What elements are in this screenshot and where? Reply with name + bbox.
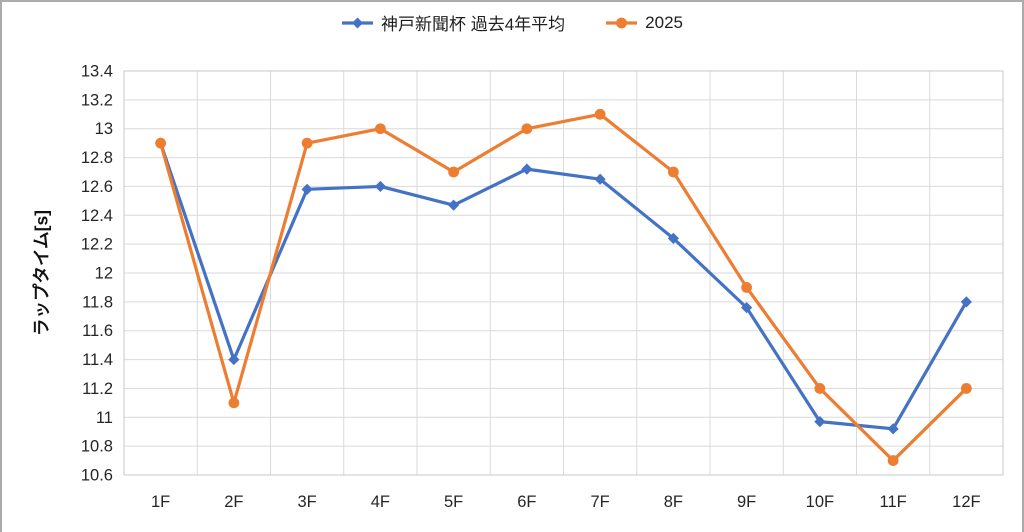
data-point-marker [814,383,826,394]
y-axis-tick-labels: 13.4 13.2 13 12.8 12.6 12.4 12.2 12 11.8 11.6 11.4… [81,63,113,485]
data-point-marker [374,180,386,193]
x-tick-label: 2F [224,493,243,511]
data-point-marker [374,123,386,135]
x-tick-label: 12F [952,493,980,511]
y-tick-label: 12.8 [81,149,113,167]
data-point-marker [667,166,679,178]
data-point-marker [448,166,460,178]
y-tick-label: 11.8 [82,293,113,311]
x-axis-tick-labels: 1F 2F 3F 4F 5F 6F 7F 8F 9F 10F 11F 12F [151,493,981,511]
data-point-marker [741,282,753,293]
data-point-marker [521,163,533,175]
y-tick-label: 11.2 [82,380,113,398]
x-tick-label: 9F [737,493,756,511]
y-tick-label: 13.4 [81,63,113,81]
data-point-marker [741,302,753,314]
y-tick-label: 12.2 [81,236,113,254]
data-point-marker [448,199,460,211]
data-point-marker [155,137,167,149]
y-tick-label: 12 [95,265,113,283]
data-point-marker [960,296,972,308]
series-line [159,112,968,463]
data-point-marker [594,173,606,185]
y-tick-label: 11.6 [82,322,113,340]
plot-border [123,70,1004,476]
x-tick-label: 1F [151,493,170,511]
gridlines [123,70,1004,476]
y-tick-label: 13 [95,120,113,138]
data-point-marker [228,397,240,409]
data-point-marker [301,137,313,149]
y-tick-label: 13.2 [81,91,113,109]
y-tick-label: 12.6 [81,178,113,196]
data-point-marker [301,183,313,195]
y-tick-label: 12.4 [81,207,113,225]
legend-swatch-2025-icon [605,16,638,30]
legend-label-avg: 神戸新聞杯 過去4年平均 [380,15,566,34]
chart-legend: 神戸新聞杯 過去4年平均 2025 [0,10,1024,35]
y-tick-label: 11 [96,409,113,427]
data-point-marker [521,123,533,135]
data-point-marker [887,455,899,466]
series-line [159,141,968,431]
legend-marker [616,17,628,28]
data-point-marker [594,108,606,120]
legend-item-avg: 神戸新聞杯 過去4年平均 [341,10,565,35]
x-tick-label: 7F [590,493,609,511]
legend-swatch-avg-icon [341,16,374,30]
data-point-marker [887,423,899,435]
data-point-marker [228,353,240,366]
y-tick-label: 10.8 [81,438,113,456]
x-tick-label: 5F [444,493,463,511]
x-tick-label: 4F [371,493,390,511]
data-point-marker [960,383,972,394]
legend-marker [351,17,363,28]
x-tick-label: 8F [664,493,683,511]
data-point-marker [814,416,826,428]
x-tick-label: 3F [297,493,316,511]
legend-label-2025: 2025 [645,12,683,32]
series-2025 [155,108,972,466]
legend-item-2025: 2025 [605,13,683,33]
data-point-marker [667,232,679,244]
x-tick-label: 10F [806,493,834,511]
y-tick-label: 10.6 [81,467,113,485]
x-tick-label: 6F [517,493,536,511]
y-tick-label: 11.4 [82,351,113,369]
x-tick-label: 11F [880,493,907,511]
